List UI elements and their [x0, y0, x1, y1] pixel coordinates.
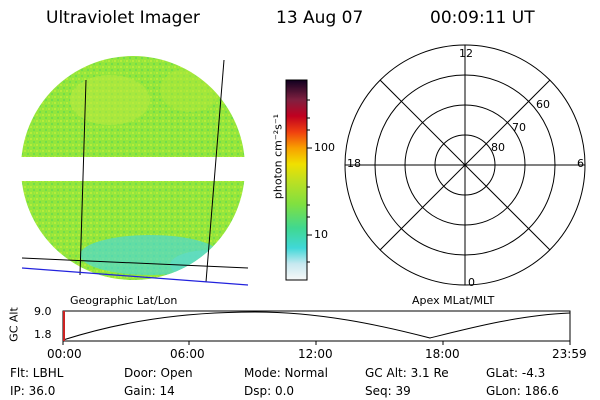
ip-status: IP: 36.0 [10, 384, 56, 398]
altitude-xtick-2359: 23:59 [552, 347, 587, 361]
geographic-label: Geographic Lat/Lon [70, 294, 178, 307]
glat-status: GLat: -4.3 [486, 366, 546, 380]
polar-grid [344, 44, 586, 286]
altitude-xtick-0000: 00:00 [47, 347, 82, 361]
observation-time: 00:09:11 UT [430, 8, 535, 28]
altitude-ytick-min: 1.8 [34, 328, 52, 341]
glon-status: GLon: 186.6 [486, 384, 559, 398]
altitude-curve [62, 311, 571, 341]
altitude-ytick-max: 9.0 [34, 305, 52, 318]
lat-lon-grid [21, 59, 249, 283]
observation-date: 13 Aug 07 [276, 8, 364, 28]
filter-status: Flt: LBHL [10, 366, 64, 380]
altitude-xtick-1200: 12:00 [298, 347, 333, 361]
colorbar-tick-10: 10 [314, 228, 328, 241]
colorbar-tick-100: 100 [314, 141, 335, 154]
altitude-xticks [62, 341, 571, 345]
seq-status: Seq: 39 [365, 384, 411, 398]
lat-label-80: 80 [491, 141, 505, 154]
mlt-label-18: 18 [347, 157, 361, 170]
colorbar-ticks [307, 99, 312, 263]
instrument-title: Ultraviolet Imager [46, 8, 200, 28]
mlt-label-0: 0 [468, 276, 475, 289]
terminator-line [21, 267, 249, 286]
dsp-status: Dsp: 0.0 [244, 384, 295, 398]
mlt-label-6: 6 [577, 157, 584, 170]
altitude-xtick-1800: 18:00 [425, 347, 460, 361]
apex-label: Apex MLat/MLT [412, 294, 495, 307]
mlt-label-12: 12 [459, 47, 473, 60]
gain-status: Gain: 14 [124, 384, 175, 398]
altitude-xtick-0600: 06:00 [170, 347, 205, 361]
altitude-ylabel: GC Alt [7, 307, 21, 342]
mode-status: Mode: Normal [244, 366, 328, 380]
door-status: Door: Open [124, 366, 193, 380]
colorbar [285, 79, 308, 281]
gc-alt-status: GC Alt: 3.1 Re [365, 366, 449, 380]
lat-label-70: 70 [512, 121, 526, 134]
colorbar-unit-label: photon cm⁻²s⁻¹ [271, 113, 285, 200]
lat-label-60: 60 [536, 98, 550, 111]
